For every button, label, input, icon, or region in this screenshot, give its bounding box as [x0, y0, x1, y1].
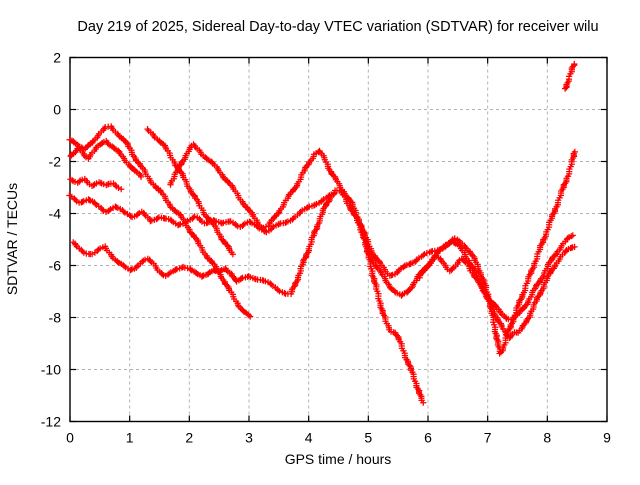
y-axis-label: SDTVAR / TECUs: [4, 183, 20, 295]
chart-title: Day 219 of 2025, Sidereal Day-to-day VTE…: [77, 19, 598, 35]
x-tick-label: 1: [126, 430, 134, 446]
data-series-arc-1: [67, 123, 254, 320]
x-tick-label: 9: [603, 430, 611, 446]
x-tick-label: 2: [185, 430, 193, 446]
x-tick-label: 0: [66, 430, 74, 446]
y-tick-label: -2: [49, 154, 62, 170]
x-tick-label: 6: [424, 430, 432, 446]
data-series-arc-5: [66, 190, 338, 236]
grid-lines: [70, 57, 607, 422]
axes: 0 1 2 3 4 5 6 7 8 9 2 0 -2 -4 -6 -8 -10 -12: [41, 50, 611, 446]
data-series-arc-7: [70, 187, 578, 342]
data-series-arc-9: [416, 232, 576, 323]
x-axis-label: GPS time / hours: [285, 451, 392, 467]
y-tick-label: -8: [49, 310, 62, 326]
y-tick-label: 0: [53, 102, 61, 118]
data-series-arc-10: [562, 60, 578, 92]
x-tick-label: 8: [543, 430, 551, 446]
y-tick-label: -12: [41, 414, 61, 430]
data-series-arc-2: [66, 136, 145, 180]
y-tick-label: -6: [49, 258, 62, 274]
data-series-arc-4: [67, 175, 125, 193]
x-tick-label: 4: [305, 430, 313, 446]
y-tick-label: 2: [53, 50, 61, 66]
x-tick-label: 3: [245, 430, 253, 446]
y-tick-label: -4: [49, 206, 62, 222]
y-tick-label: -10: [41, 362, 61, 378]
data-series-layer: [66, 60, 578, 406]
x-tick-label: 7: [484, 430, 492, 446]
plot-border: [69, 56, 608, 423]
x-tick-label: 5: [364, 430, 372, 446]
